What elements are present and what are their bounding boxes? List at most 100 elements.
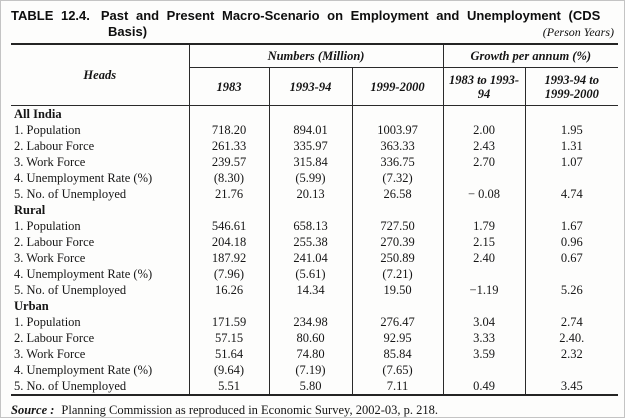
empty-cell (442, 105, 526, 122)
title-line-1: TABLE 12.4. Past and Present Macro-Scena… (11, 8, 616, 24)
cell-value (524, 266, 619, 282)
data-row: 4. Unemployment Rate (%) (9.64) (7.19) (7.6… (11, 362, 619, 378)
cell-value: 19.50 (351, 282, 444, 298)
data-row: 4. Unemployment Rate (%) (8.30) (5.99) (7.3… (11, 170, 619, 186)
macro-scenario-table: Heads Numbers (Million) Growth per annum… (11, 43, 619, 396)
cell-value: 241.04 (268, 250, 352, 266)
row-label: 5. No. of Unemployed (14, 187, 127, 201)
section-label: Rural (14, 203, 46, 217)
row-label: 2. Labour Force (14, 139, 95, 153)
data-row: 5. No. of Unemployed 16.26 14.34 19.50 −1.19… (11, 282, 619, 298)
cell-value: 1003.97 (351, 122, 444, 138)
cell-value: 1.07 (524, 154, 619, 170)
cell-value: 2.40 (442, 250, 526, 266)
header-period-row: 1983 1993-94 1999-2000 1983 to 1993-94 1… (11, 67, 619, 106)
table-number-label: TABLE 12.4. (11, 8, 90, 23)
empty-cell (188, 298, 269, 314)
cell-value: 7.11 (351, 378, 444, 395)
col-header-1993-94: 1993-94 (268, 67, 352, 106)
person-years-note: (Person Years) (542, 25, 614, 39)
cell-value: 5.51 (188, 378, 269, 395)
cell-value: 1.31 (524, 138, 619, 154)
data-row: 5. No. of Unemployed 5.51 5.80 7.11 0.49 3.45 (11, 378, 619, 395)
header-group-row: Heads Numbers (Million) Growth per annum… (11, 44, 619, 106)
cell-value: (8.30) (188, 170, 269, 186)
cell-value: 171.59 (188, 314, 269, 330)
cell-value: 3.45 (524, 378, 619, 395)
row-label: 4. Unemployment Rate (%) (14, 171, 153, 185)
cell-value: −1.19 (442, 282, 526, 298)
cell-value: (7.32) (351, 170, 444, 186)
cell-value: (7.65) (351, 362, 444, 378)
empty-cell (442, 298, 526, 314)
row-label: 1. Population (14, 123, 81, 137)
cell-value: 315.84 (268, 154, 352, 170)
row-label: 5. No. of Unemployed (14, 379, 127, 393)
data-row: 2. Labour Force 204.18 255.38 270.39 2.15 0.9… (11, 234, 619, 250)
cell-value: 2.43 (442, 138, 526, 154)
cell-value: 2.00 (442, 122, 526, 138)
cell-value: 1.67 (524, 218, 619, 234)
cell-value: 51.64 (188, 346, 269, 362)
cell-value: 2.15 (442, 234, 526, 250)
cell-value (442, 266, 526, 282)
cell-value (442, 170, 526, 186)
section-label: Urban (14, 299, 49, 313)
row-label: 4. Unemployment Rate (%) (14, 267, 153, 281)
data-row: 4. Unemployment Rate (%) (7.96) (5.61) (7.2… (11, 266, 619, 282)
empty-cell (524, 105, 619, 122)
cell-value: 261.33 (188, 138, 269, 154)
cell-value: 1.79 (442, 218, 526, 234)
row-label: 2. Labour Force (14, 331, 95, 345)
cell-value: 57.15 (188, 330, 269, 346)
cell-value: 2.40. (524, 330, 619, 346)
data-row: 2. Labour Force 261.33 335.97 363.33 2.43 1.3… (11, 138, 619, 154)
cell-value: 3.33 (442, 330, 526, 346)
cell-value: 14.34 (268, 282, 352, 298)
row-label: 3. Work Force (14, 347, 86, 361)
cell-value: 1.95 (524, 122, 619, 138)
cell-value: 204.18 (188, 234, 269, 250)
cell-value: 335.97 (268, 138, 352, 154)
section-header-row: Urban (11, 298, 619, 314)
row-label: 3. Work Force (14, 155, 86, 169)
cell-value: 80.60 (268, 330, 352, 346)
cell-value: 894.01 (268, 122, 352, 138)
cell-value: 0.67 (524, 250, 619, 266)
empty-cell (351, 105, 444, 122)
cell-value: (7.19) (268, 362, 352, 378)
cell-value: 0.49 (442, 378, 526, 395)
row-label: 1. Population (14, 315, 81, 329)
table-title-text-cont: Basis) (108, 24, 148, 39)
data-row: 3. Work Force 51.64 74.80 85.84 3.59 2.32 (11, 346, 619, 362)
cell-value: 234.98 (268, 314, 352, 330)
cell-value: 546.61 (188, 218, 269, 234)
section-header-row: Rural (11, 202, 619, 218)
data-row: 3. Work Force 239.57 315.84 336.75 2.70 1.07 (11, 154, 619, 170)
cell-value: 363.33 (351, 138, 444, 154)
row-label: 4. Unemployment Rate (%) (14, 363, 153, 377)
table-body: All India 1. Population 718.20 894.01 1003.9… (11, 105, 619, 395)
cell-value: 4.74 (524, 186, 619, 202)
empty-cell (351, 298, 444, 314)
cell-value: 658.13 (268, 218, 352, 234)
empty-cell (188, 202, 269, 218)
empty-cell (524, 202, 619, 218)
cell-value: (7.96) (188, 266, 269, 282)
col-header-growth-1983-to-1993-94: 1983 to 1993-94 (442, 67, 526, 106)
cell-value: 270.39 (351, 234, 444, 250)
cell-value: 276.47 (351, 314, 444, 330)
empty-cell (268, 202, 352, 218)
col-group-growth-per-annum: Growth per annum (%) (442, 44, 619, 68)
col-group-numbers-million: Numbers (Million) (188, 44, 444, 68)
data-row: 1. Population 546.61 658.13 727.50 1.79 1.67 (11, 218, 619, 234)
cell-value: 21.76 (188, 186, 269, 202)
row-label: 2. Labour Force (14, 235, 95, 249)
data-row: 1. Population 718.20 894.01 1003.97 2.00 1.95 (11, 122, 619, 138)
data-row: 3. Work Force 187.92 241.04 250.89 2.40 0.67 (11, 250, 619, 266)
data-row: 5. No. of Unemployed 21.76 20.13 26.58− 0.0… (11, 186, 619, 202)
cell-value: 5.80 (268, 378, 352, 395)
cell-value: 20.13 (268, 186, 352, 202)
data-row: 1. Population 171.59 234.98 276.47 3.04 2.74 (11, 314, 619, 330)
